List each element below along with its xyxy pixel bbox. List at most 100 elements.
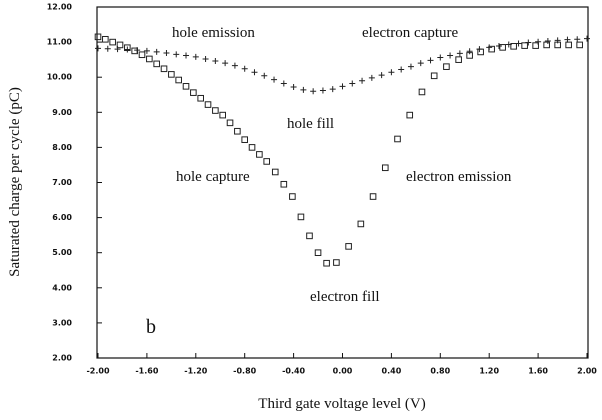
plus-point: [153, 48, 160, 55]
square-point: [510, 43, 517, 50]
plus-point: [280, 80, 287, 87]
plus-point: [407, 63, 414, 70]
plus-point: [554, 37, 561, 44]
plus-point: [310, 88, 317, 95]
y-axis-title: Saturated charge per cycle (pC): [7, 87, 23, 277]
square-point: [234, 127, 241, 135]
square-point: [357, 220, 365, 228]
x-tick-label: -1.60: [135, 367, 158, 376]
plus-point: [212, 58, 219, 65]
square-point: [190, 89, 197, 96]
x-tick-label: 0.80: [430, 367, 450, 376]
y-tick-label: 10.00: [47, 73, 73, 82]
plus-point: [222, 60, 229, 67]
square-point: [333, 259, 340, 266]
plus-point: [241, 65, 248, 72]
square-point: [197, 94, 204, 102]
plus-point: [525, 39, 532, 46]
plus-point: [290, 84, 297, 91]
square-point: [455, 56, 462, 63]
square-point: [430, 72, 438, 80]
plus-point: [163, 49, 170, 56]
plus-point: [300, 86, 307, 93]
plus-point: [437, 54, 444, 61]
plus-point: [251, 69, 258, 76]
plus-point: [261, 72, 268, 79]
square-point: [204, 101, 212, 108]
y-tick-label: 7.00: [52, 178, 72, 187]
square-point: [521, 42, 528, 49]
square-point: [314, 249, 322, 256]
y-tick-label: 4.00: [52, 283, 72, 292]
annotation: electron capture: [362, 25, 459, 41]
square-point: [168, 71, 175, 78]
square-point: [532, 42, 539, 49]
x-tick-label: 1.60: [528, 367, 548, 376]
square-point: [406, 111, 414, 119]
plus-point: [388, 69, 395, 76]
plus-point: [271, 76, 278, 83]
plus-point: [544, 38, 551, 45]
annotation: hole fill: [287, 116, 334, 132]
plus-point: [173, 51, 180, 58]
square-point: [109, 38, 116, 46]
plus-point: [143, 47, 150, 54]
plus-point: [584, 35, 590, 42]
square-point: [146, 55, 153, 63]
plus-point: [515, 40, 522, 47]
square-point: [576, 41, 583, 49]
plus-point: [124, 46, 131, 53]
square-point: [263, 158, 271, 165]
square-point: [297, 213, 305, 221]
x-tick-label: 2.00: [577, 367, 597, 376]
square-point: [212, 107, 219, 114]
plus-point: [368, 74, 375, 81]
plus-point: [466, 48, 473, 55]
square-point: [256, 151, 263, 158]
annotation: electron fill: [310, 289, 380, 305]
plus-point: [339, 83, 346, 90]
y-tick-label: 11.00: [47, 38, 73, 47]
square-point: [153, 60, 160, 68]
square-point: [418, 88, 426, 96]
plus-point: [427, 57, 434, 64]
plus-point: [319, 87, 326, 94]
square-point: [160, 65, 168, 73]
square-point: [241, 136, 248, 143]
square-point: [219, 111, 226, 119]
square-point: [271, 168, 279, 176]
square-point: [306, 232, 313, 240]
square-point: [102, 35, 109, 43]
plus-point: [183, 52, 190, 59]
square-point: [345, 243, 352, 250]
plus-point: [495, 42, 502, 49]
plus-point: [378, 72, 385, 79]
y-tick-label: 3.00: [52, 318, 72, 327]
square-point: [226, 119, 234, 127]
x-tick-label: 0.00: [333, 367, 353, 376]
plus-point: [564, 36, 571, 43]
square-point: [369, 193, 377, 200]
square-point: [543, 41, 550, 49]
x-tick-label: 0.40: [382, 367, 402, 376]
square-point: [94, 33, 102, 41]
square-point: [116, 41, 124, 49]
y-tick-label: 5.00: [52, 248, 72, 257]
plus-point: [349, 80, 356, 87]
plus-point: [329, 86, 336, 93]
y-tick-label: 6.00: [52, 213, 72, 222]
square-point: [248, 144, 256, 151]
plus-point: [486, 44, 493, 51]
y-tick-label: 12.00: [47, 3, 73, 12]
square-point: [394, 135, 401, 143]
plus-point: [231, 62, 238, 69]
annotation: hole emission: [172, 25, 255, 41]
plus-point: [505, 41, 512, 48]
x-tick-label: -0.40: [282, 367, 305, 376]
plus-point: [202, 55, 209, 62]
square-point: [175, 76, 182, 84]
panel-label: b: [146, 316, 156, 338]
plus-point: [476, 46, 483, 53]
plus-point: [104, 45, 111, 52]
x-tick-label: -1.20: [184, 367, 207, 376]
